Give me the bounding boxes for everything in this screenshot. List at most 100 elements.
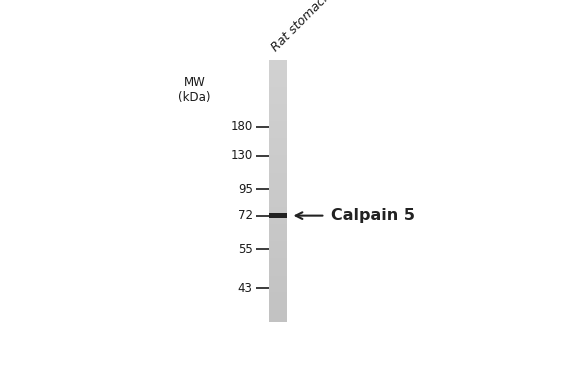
Bar <box>269 153 287 154</box>
Text: 95: 95 <box>238 183 253 196</box>
Bar <box>269 168 287 169</box>
Bar <box>269 210 287 211</box>
Bar <box>269 172 287 174</box>
Bar <box>269 163 287 164</box>
Bar <box>269 112 287 113</box>
Bar <box>269 282 287 283</box>
Bar <box>269 175 287 176</box>
Bar <box>269 74 287 75</box>
Bar <box>269 138 287 139</box>
Bar <box>269 186 287 187</box>
Bar <box>269 102 287 103</box>
Bar <box>269 256 287 257</box>
Bar <box>269 109 287 110</box>
Bar <box>269 205 287 206</box>
Bar <box>269 241 287 242</box>
Bar <box>269 316 287 317</box>
Bar <box>269 120 287 121</box>
Bar <box>269 181 287 182</box>
Bar <box>269 117 287 118</box>
Bar <box>269 288 287 289</box>
Bar <box>269 174 287 175</box>
Bar <box>269 75 287 76</box>
Bar <box>269 235 287 236</box>
Bar <box>269 255 287 256</box>
Bar <box>269 110 287 112</box>
Bar <box>269 105 287 106</box>
Bar <box>269 68 287 69</box>
Bar <box>269 101 287 102</box>
Bar <box>269 127 287 128</box>
Bar <box>269 295 287 296</box>
Bar <box>269 314 287 315</box>
Bar <box>269 69 287 70</box>
Bar <box>269 246 287 247</box>
Bar <box>269 77 287 78</box>
Bar <box>269 165 287 166</box>
Text: 72: 72 <box>237 209 253 222</box>
Bar <box>269 268 287 269</box>
Bar <box>269 66 287 67</box>
Bar <box>269 219 287 220</box>
Bar <box>269 130 287 131</box>
Bar <box>269 176 287 177</box>
Bar <box>269 64 287 65</box>
Bar <box>269 80 287 81</box>
Bar <box>269 227 287 228</box>
Bar <box>269 321 287 322</box>
Bar <box>269 317 287 318</box>
Bar <box>269 297 287 298</box>
Bar <box>269 81 287 82</box>
Bar <box>269 214 287 215</box>
Bar <box>269 180 287 181</box>
Bar <box>269 269 287 270</box>
Bar <box>269 195 287 196</box>
Bar <box>269 240 287 241</box>
Bar <box>269 150 287 151</box>
Bar <box>269 272 287 273</box>
Bar <box>269 87 287 88</box>
Bar <box>269 279 287 280</box>
Bar <box>269 164 287 165</box>
Bar <box>269 62 287 64</box>
Bar <box>269 301 287 302</box>
Bar <box>269 247 287 248</box>
Bar <box>269 141 287 142</box>
Bar <box>269 78 287 79</box>
Bar <box>269 294 287 295</box>
Bar <box>269 204 287 205</box>
Bar <box>269 184 287 185</box>
Bar <box>269 287 287 288</box>
Bar <box>269 242 287 243</box>
Bar <box>269 96 287 97</box>
Bar <box>269 99 287 100</box>
Bar <box>269 194 287 195</box>
Bar <box>269 208 287 209</box>
Bar <box>269 275 287 276</box>
Bar <box>269 76 287 77</box>
Bar <box>269 177 287 178</box>
Bar <box>269 139 287 140</box>
Bar <box>269 147 287 148</box>
Bar <box>269 166 287 167</box>
Bar <box>269 131 287 132</box>
Bar <box>269 312 287 313</box>
Bar <box>269 121 287 122</box>
Bar <box>269 299 287 300</box>
Bar <box>269 304 287 305</box>
Bar <box>269 249 287 250</box>
Bar <box>269 259 287 260</box>
Bar <box>269 189 287 190</box>
Bar <box>269 293 287 294</box>
Bar <box>269 90 287 91</box>
Bar <box>269 152 287 153</box>
Bar <box>269 232 287 233</box>
Bar <box>269 305 287 306</box>
Bar <box>269 229 287 230</box>
Bar <box>269 142 287 143</box>
Bar <box>269 151 287 152</box>
Bar <box>269 223 287 224</box>
Bar <box>269 79 287 80</box>
Bar <box>269 157 287 158</box>
Bar <box>269 108 287 109</box>
